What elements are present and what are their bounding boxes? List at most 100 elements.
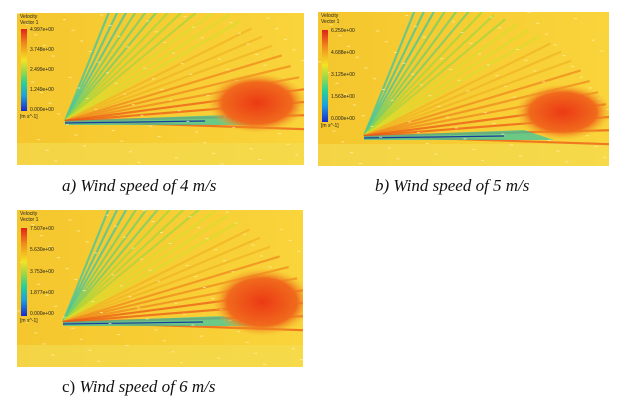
vector-speckle: [183, 16, 187, 18]
vector-speckle: [460, 32, 464, 34]
caption-b: b) Wind speed of 5 m/s: [375, 176, 530, 195]
streak-line: [363, 12, 446, 137]
vector-speckle: [329, 24, 333, 26]
vector-speckle: [119, 285, 123, 287]
vector-speckle: [518, 155, 522, 157]
vector-speckle: [88, 349, 92, 351]
vector-speckle: [68, 76, 72, 78]
vector-speckle: [151, 78, 155, 80]
colorbar-c: [21, 228, 27, 316]
vector-speckle: [140, 114, 144, 116]
vector-speckle: [588, 87, 592, 89]
vector-speckle: [300, 359, 303, 361]
vector-speckle: [480, 159, 484, 161]
streak-line: [64, 13, 170, 122]
streak-line: [363, 12, 458, 137]
vector-speckle: [542, 81, 546, 83]
vector-speckle: [562, 55, 566, 57]
vector-speckle: [492, 122, 496, 124]
vector-speckle: [77, 87, 81, 89]
vector-speckle: [180, 63, 184, 65]
low-velocity-core: [363, 135, 505, 139]
vector-speckle: [457, 79, 461, 81]
vector-speckle: [527, 12, 531, 13]
vector-speckle: [350, 152, 354, 154]
vector-speckle: [154, 31, 158, 33]
vector-speckle: [379, 136, 383, 138]
vector-speckle: [472, 149, 476, 151]
streak-line: [363, 35, 541, 137]
vector-speckle: [553, 44, 557, 46]
vector-speckle: [217, 357, 221, 359]
vector-speckle: [320, 13, 324, 15]
tick-label: 3.753e+00: [30, 269, 54, 275]
vector-speckle: [65, 123, 69, 125]
tick-label: 4.688e+00: [331, 50, 355, 56]
vector-speckle: [169, 99, 173, 101]
vector-speckle: [504, 85, 508, 87]
vector-speckle: [142, 210, 146, 211]
vector-speckle: [149, 125, 153, 127]
streak-line: [62, 245, 271, 324]
vector-speckle: [255, 54, 259, 56]
vector-speckle: [226, 69, 230, 71]
vector-speckle: [478, 53, 482, 55]
unit-label: [m s^-1]: [20, 114, 38, 120]
vector-speckle: [217, 58, 221, 60]
vector-speckle: [99, 312, 103, 314]
streak-line: [62, 210, 128, 323]
velocity-field-c: [17, 210, 303, 367]
vector-speckle: [123, 93, 127, 95]
streak-line: [363, 12, 425, 137]
vector-speckle: [182, 313, 186, 315]
streak-line: [363, 28, 529, 137]
vector-speckle: [57, 257, 61, 259]
vector-speckle: [338, 35, 342, 37]
streak-line: [363, 50, 562, 138]
vector-speckle: [422, 36, 426, 38]
streak-line: [64, 13, 137, 122]
vector-speckle: [301, 60, 304, 62]
vector-speckle: [185, 264, 189, 266]
vector-speckle: [405, 15, 409, 17]
vector-speckle: [100, 14, 104, 16]
vector-speckle: [160, 89, 164, 90]
streak-line: [363, 12, 436, 137]
colorbar-b: [322, 30, 328, 122]
vector-speckle: [275, 28, 279, 30]
vector-speckle: [280, 228, 284, 230]
vector-speckle: [154, 329, 158, 331]
vector-speckle: [94, 252, 98, 254]
vector-speckle: [205, 238, 209, 240]
vector-speckle: [231, 271, 235, 273]
vector-speckle: [547, 139, 551, 141]
vector-speckle: [117, 35, 121, 37]
vector-speckle: [434, 153, 438, 155]
vector-speckle: [31, 81, 35, 83]
velocity-plot-b: Velocity Vector 1 6.250e+00 4.688e+00 3.…: [318, 12, 609, 166]
vector-speckle: [291, 348, 295, 350]
vector-speckle: [335, 82, 339, 84]
vector-speckle: [131, 104, 135, 106]
vector-speckle: [387, 147, 391, 149]
unit-label: [m s^-1]: [321, 123, 339, 129]
streak-line: [64, 27, 252, 122]
vector-speckle: [214, 249, 218, 251]
vector-speckle: [454, 127, 458, 129]
vector-speckle: [171, 52, 175, 54]
streak-line: [62, 210, 172, 323]
vector-speckle: [74, 279, 78, 281]
vector-speckle: [197, 227, 201, 229]
vector-speckle: [237, 32, 241, 34]
vector-speckle: [45, 149, 49, 151]
tick-label: 7.507e+00: [30, 226, 54, 232]
vector-speckle: [111, 130, 115, 132]
vector-speckle: [414, 25, 418, 27]
vector-speckle: [382, 89, 386, 90]
vector-speckle: [344, 93, 348, 95]
vector-speckle: [533, 70, 537, 72]
vector-speckle: [39, 92, 43, 94]
velocity-field-a: [17, 13, 304, 165]
low-velocity-core: [64, 120, 206, 124]
tick-label: 3.748e+00: [30, 47, 54, 53]
